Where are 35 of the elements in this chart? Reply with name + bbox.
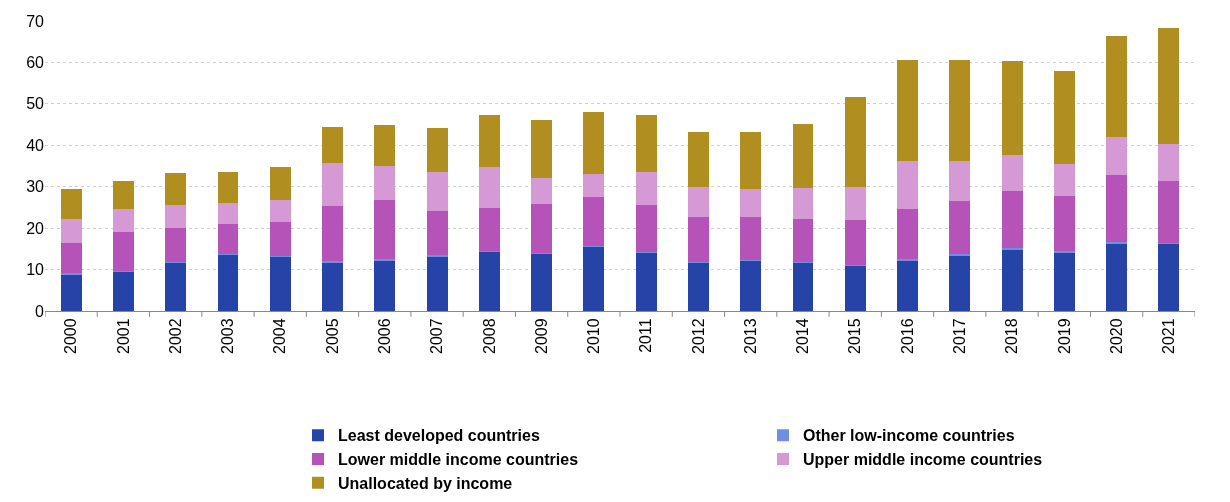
x-tick-label: 2006 (375, 318, 393, 354)
y-tick-label: 70 (26, 12, 45, 30)
x-tick-label: 2001 (114, 318, 132, 354)
x-tick-label: 2019 (1055, 318, 1073, 354)
x-tick-label: 2005 (323, 318, 341, 354)
y-tick-label: 30 (26, 178, 45, 196)
x-tick-label: 2018 (1003, 318, 1021, 354)
legend-label: Unallocated by income (338, 475, 513, 493)
x-tick-label: 2016 (898, 318, 916, 354)
x-tick-label: 2011 (637, 318, 655, 353)
y-tick-label: 40 (26, 136, 45, 154)
x-tick-label: 2017 (950, 318, 968, 354)
x-tick-label: 2021 (1160, 318, 1178, 354)
y-tick-label: 50 (26, 95, 45, 113)
y-tick-label: 20 (26, 219, 45, 237)
x-tick-label: 2009 (532, 318, 550, 354)
legend-label: Other low-income countries (803, 427, 1015, 445)
y-tick-label: 10 (26, 261, 45, 279)
x-tick-label: 2010 (585, 318, 603, 354)
y-tick-label: 0 (35, 302, 45, 320)
x-tick-label: 2012 (689, 318, 707, 354)
legend-label: Least developed countries (338, 427, 540, 445)
x-tick-label: 2000 (62, 318, 80, 354)
x-tick-label: 2015 (846, 318, 864, 354)
x-tick-label: 2004 (271, 318, 289, 354)
x-tick-label: 2013 (741, 318, 759, 354)
x-tick-label: 2002 (166, 318, 184, 354)
x-tick-label: 2014 (794, 318, 812, 354)
x-tick-label: 2003 (219, 318, 237, 354)
legend-label: Lower middle income countries (338, 451, 579, 469)
legend-label: Upper middle income countries (803, 451, 1043, 469)
x-tick-label: 2020 (1107, 318, 1125, 354)
x-tick-label: 2008 (480, 318, 498, 354)
x-tick-label: 2007 (428, 318, 446, 354)
y-tick-label: 60 (26, 54, 45, 72)
